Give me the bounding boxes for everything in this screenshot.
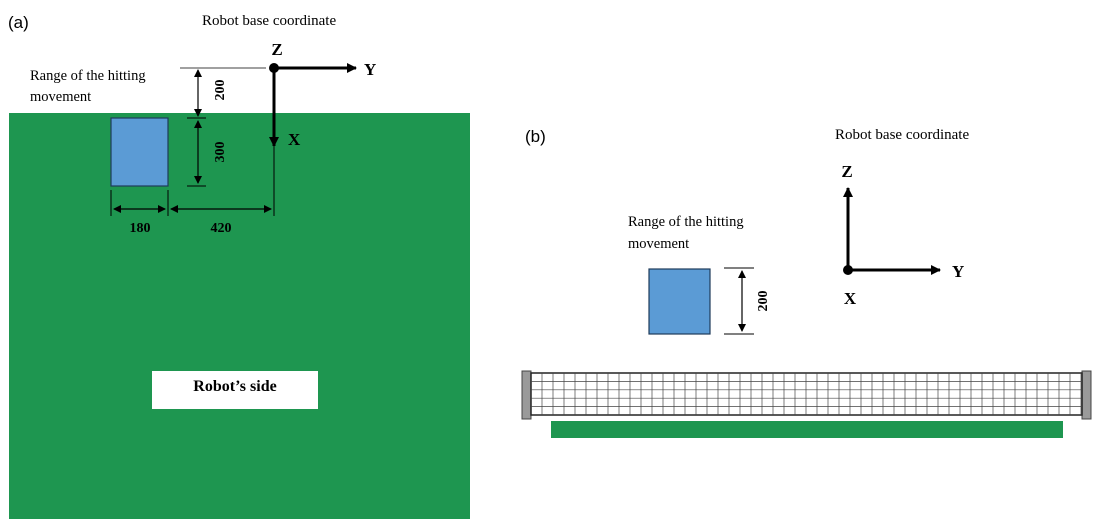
panel-a-x-label: X (288, 130, 301, 149)
panel-b-frame-title: Robot base coordinate (835, 127, 969, 143)
panel-b-dimension-200-label: 200 (756, 291, 771, 312)
table-top-view (9, 113, 470, 519)
panel-b-y-label: Y (952, 262, 964, 281)
panel-a-range-label-line1: Range of the hitting (30, 68, 146, 84)
panel-b-range-label-line1: Range of the hitting (628, 214, 744, 230)
dimension-200-label: 200 (213, 80, 228, 101)
net-post-right (1081, 370, 1092, 420)
robot-side-label: Robot’s side (193, 378, 276, 395)
panel-a-frame-title: Robot base coordinate (202, 13, 336, 29)
panel-b-range-label-line2: movement (628, 236, 689, 252)
hitting-range-box-side (648, 268, 711, 335)
panel-a-z-label: Z (271, 40, 282, 59)
table-side-view (551, 421, 1063, 438)
hitting-range-box-top (110, 117, 169, 187)
net-mesh-grid (531, 373, 1082, 415)
net-mesh-border (530, 372, 1083, 416)
dimension-420-label: 420 (211, 221, 232, 236)
robot-side-label-box (152, 371, 318, 409)
panel-a-range-label-line2: movement (30, 89, 91, 105)
panel-b-x-label: X (844, 289, 857, 308)
table-net (521, 370, 1092, 420)
panel-b: (b) Robot base coordinate Range of the h… (521, 127, 1092, 438)
panel-b-label: (b) (525, 127, 546, 146)
panel-a-label: (a) (8, 13, 29, 32)
dimension-300-label: 300 (213, 142, 228, 163)
panel-b-z-label: Z (841, 162, 852, 181)
panel-a: (a) Robot base coordinate Range of the h… (8, 13, 470, 519)
panel-a-y-label: Y (364, 60, 376, 79)
net-post-left (521, 370, 532, 420)
dimension-180-label: 180 (130, 221, 151, 236)
